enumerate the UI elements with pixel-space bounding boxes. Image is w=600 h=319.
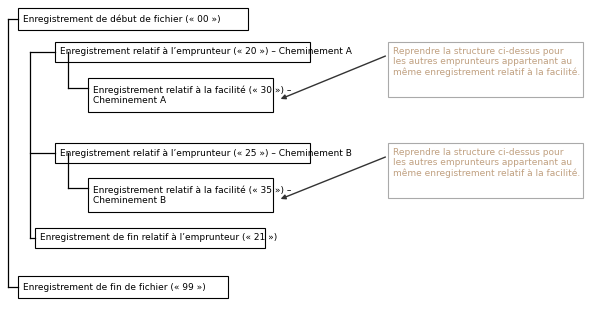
Text: Reprendre la structure ci-dessus pour
les autres emprunteurs appartenant au
même: Reprendre la structure ci-dessus pour le…	[393, 47, 580, 78]
Text: Enregistrement de début de fichier (« 00 »): Enregistrement de début de fichier (« 00…	[23, 14, 221, 24]
Text: Enregistrement relatif à l’emprunteur (« 25 ») – Cheminement B: Enregistrement relatif à l’emprunteur («…	[60, 149, 352, 158]
Text: Enregistrement de fin de fichier (« 99 »): Enregistrement de fin de fichier (« 99 »…	[23, 283, 206, 292]
Text: Enregistrement relatif à la facilité (« 35 ») –
Cheminement B: Enregistrement relatif à la facilité (« …	[93, 185, 292, 205]
Bar	[388, 143, 583, 198]
Bar	[88, 178, 273, 212]
Text: Enregistrement relatif à l’emprunteur (« 20 ») – Cheminement A: Enregistrement relatif à l’emprunteur («…	[60, 48, 352, 56]
Text: Reprendre la structure ci-dessus pour
les autres emprunteurs appartenant au
même: Reprendre la structure ci-dessus pour le…	[393, 148, 580, 178]
Bar	[35, 228, 265, 248]
Bar	[55, 143, 310, 163]
Bar	[18, 276, 228, 298]
Bar	[388, 42, 583, 97]
Text: Enregistrement de fin relatif à l’emprunteur (« 21 »): Enregistrement de fin relatif à l’emprun…	[40, 234, 277, 242]
Bar	[18, 8, 248, 30]
Bar	[88, 78, 273, 112]
Text: Enregistrement relatif à la facilité (« 30 ») –
Cheminement A: Enregistrement relatif à la facilité (« …	[93, 85, 292, 105]
Bar	[55, 42, 310, 62]
